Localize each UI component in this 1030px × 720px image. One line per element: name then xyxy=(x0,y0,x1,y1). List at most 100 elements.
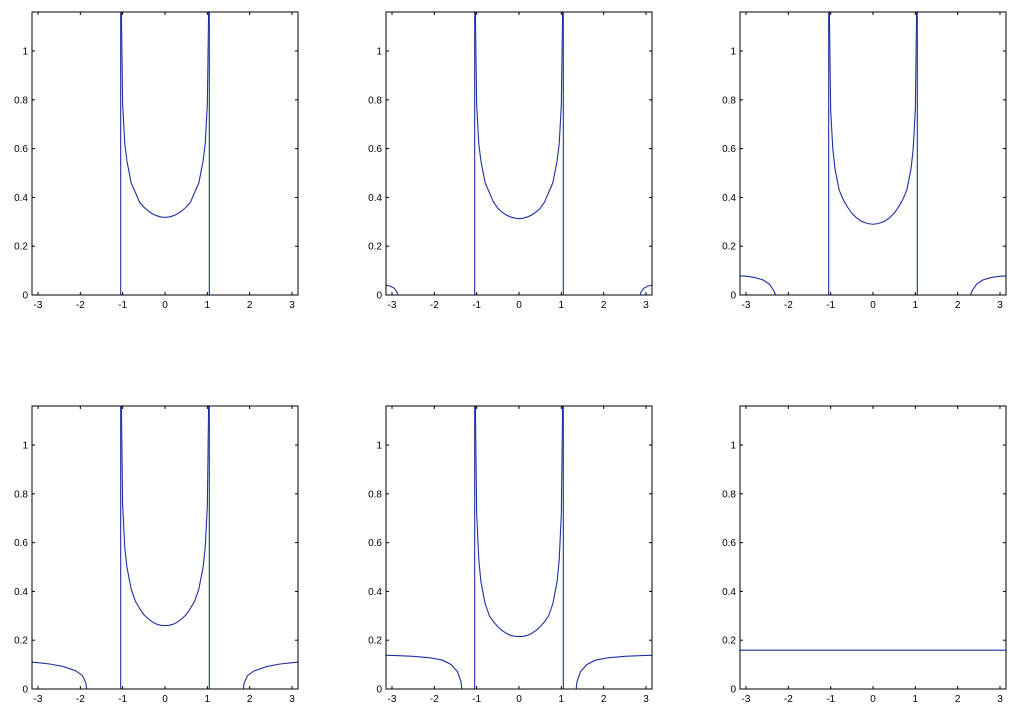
series-line-5 xyxy=(639,284,652,295)
x-tick-label: 0 xyxy=(516,300,522,311)
x-tick-label: 3 xyxy=(289,300,295,311)
y-tick-label: 0 xyxy=(730,685,736,696)
x-tick-label: 2 xyxy=(601,694,607,705)
x-tick-label: 0 xyxy=(516,694,522,705)
y-tick-label: 0.4 xyxy=(14,193,28,204)
series-line-3 xyxy=(474,12,564,220)
x-tick-label: -2 xyxy=(76,300,85,311)
y-tick-label: 1 xyxy=(376,47,382,58)
y-tick-label: 0.6 xyxy=(722,538,736,549)
series-line-4 xyxy=(32,661,88,689)
y-tick-label: 0 xyxy=(376,291,382,302)
series-line-3 xyxy=(828,12,918,225)
subplot-1: -3 -2 -1 0 1 2 3 0 0.2 0.4 0.6 0.8 1 xyxy=(14,11,299,311)
y-tick-label: 0.6 xyxy=(14,538,28,549)
y-tick-label: 0 xyxy=(376,685,382,696)
x-tick-label: 2 xyxy=(601,300,607,311)
plot-area xyxy=(740,12,1006,295)
y-tick-label: 1 xyxy=(22,441,28,452)
axes-box xyxy=(385,11,653,296)
x-tick-label: -1 xyxy=(472,300,481,311)
axes-box xyxy=(385,405,653,690)
x-tick-label: -2 xyxy=(76,694,85,705)
y-tick-label: 1 xyxy=(730,47,736,58)
axes-box xyxy=(31,11,299,296)
series-line-5 xyxy=(969,275,1006,295)
y-tick-label: 1 xyxy=(730,441,736,452)
series-line-5 xyxy=(575,654,652,689)
x-tick-label: -3 xyxy=(742,694,751,705)
x-tick-label: -3 xyxy=(742,300,751,311)
y-tick-label: 0.4 xyxy=(368,193,382,204)
x-tick-label: 2 xyxy=(955,300,961,311)
y-tick-label: 0 xyxy=(730,291,736,302)
x-tick-label: -2 xyxy=(784,300,793,311)
series-line-3 xyxy=(120,12,210,218)
series-line-4 xyxy=(386,654,463,689)
x-tick-label: 1 xyxy=(205,694,211,705)
plot-area xyxy=(386,12,652,295)
x-tick-label: 1 xyxy=(559,694,565,705)
x-tick-label: 3 xyxy=(643,694,649,705)
x-tick-label: 3 xyxy=(643,300,649,311)
y-tick-label: 0.8 xyxy=(368,489,382,500)
subplot-4: -3 -2 -1 0 1 2 3 0 0.2 0.4 0.6 0.8 1 xyxy=(14,405,299,705)
series-line-4 xyxy=(740,275,777,295)
y-tick-label: 0.8 xyxy=(14,489,28,500)
x-tick-label: -2 xyxy=(430,300,439,311)
plot-area xyxy=(386,406,652,689)
x-tick-label: -3 xyxy=(388,694,397,705)
y-tick-label: 0 xyxy=(22,291,28,302)
plot-area xyxy=(120,12,210,295)
subplot-6: -3 -2 -1 0 1 2 3 0 0.2 0.4 0.6 0.8 1 xyxy=(722,405,1007,705)
x-tick-label: 3 xyxy=(289,694,295,705)
x-tick-label: 3 xyxy=(997,300,1003,311)
y-tick-label: 1 xyxy=(22,47,28,58)
x-tick-label: 1 xyxy=(913,694,919,705)
y-tick-label: 0.2 xyxy=(722,636,736,647)
series-line-3 xyxy=(120,406,210,627)
x-tick-label: -3 xyxy=(34,694,43,705)
y-tick-label: 0.8 xyxy=(722,95,736,106)
axes-box xyxy=(739,405,1007,690)
x-tick-label: -3 xyxy=(388,300,397,311)
series-line-5 xyxy=(242,661,298,689)
x-tick-label: 1 xyxy=(559,300,565,311)
x-tick-label: 1 xyxy=(913,300,919,311)
subplot-3: -3 -2 -1 0 1 2 3 0 0.2 0.4 0.6 0.8 1 xyxy=(722,11,1007,311)
x-tick-label: -1 xyxy=(118,300,127,311)
series-line-3 xyxy=(474,406,564,638)
y-tick-label: 0 xyxy=(22,685,28,696)
x-tick-label: 2 xyxy=(955,694,961,705)
y-tick-label: 0.6 xyxy=(14,144,28,155)
x-tick-label: -1 xyxy=(826,300,835,311)
axes-box xyxy=(739,11,1007,296)
series-line-4 xyxy=(386,284,399,295)
x-tick-label: -1 xyxy=(826,694,835,705)
y-tick-label: 0.8 xyxy=(14,95,28,106)
x-tick-label: 0 xyxy=(870,694,876,705)
x-tick-label: 0 xyxy=(870,300,876,311)
axes-box xyxy=(31,405,299,690)
x-tick-label: 3 xyxy=(997,694,1003,705)
x-tick-label: 1 xyxy=(205,300,211,311)
x-tick-label: -1 xyxy=(118,694,127,705)
x-tick-label: 2 xyxy=(247,694,253,705)
y-tick-label: 0.6 xyxy=(722,144,736,155)
y-tick-label: 0.2 xyxy=(722,242,736,253)
y-tick-label: 0.4 xyxy=(722,587,736,598)
y-tick-label: 0.2 xyxy=(14,242,28,253)
y-tick-label: 0.4 xyxy=(722,193,736,204)
x-tick-label: -3 xyxy=(34,300,43,311)
y-tick-label: 0.2 xyxy=(368,242,382,253)
y-tick-label: 0.8 xyxy=(368,95,382,106)
x-tick-label: -2 xyxy=(784,694,793,705)
y-tick-label: 0.2 xyxy=(368,636,382,647)
x-tick-label: 2 xyxy=(247,300,253,311)
y-tick-label: 0.8 xyxy=(722,489,736,500)
y-tick-label: 0.4 xyxy=(368,587,382,598)
y-tick-label: 0.6 xyxy=(368,144,382,155)
x-tick-label: 0 xyxy=(162,694,168,705)
y-tick-label: 0.2 xyxy=(14,636,28,647)
